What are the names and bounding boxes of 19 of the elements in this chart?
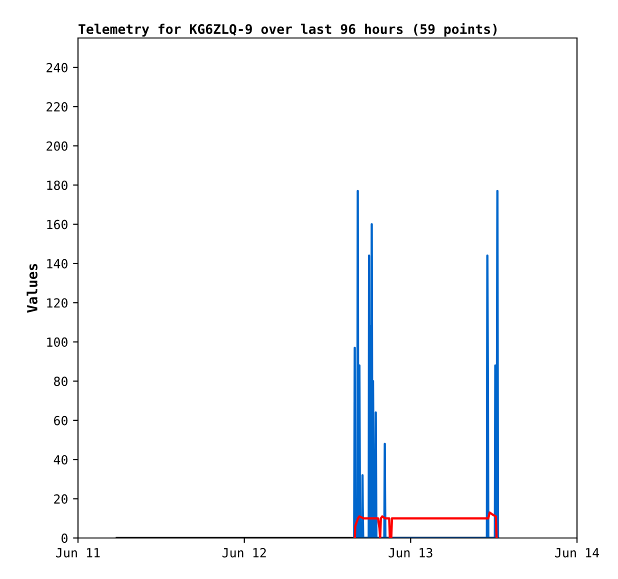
y-tick-label: 200 [46, 141, 68, 151]
y-tick-label: 120 [47, 298, 68, 308]
x-tick-label: Jun 13 [388, 548, 432, 558]
chart-title: Telemetry for KG6ZLQ-9 over last 96 hours (59 points) [78, 23, 497, 37]
x-tick-label: Jun 12 [222, 548, 266, 558]
y-tick-label: 100 [47, 337, 68, 347]
x-tick-label: Jun 11 [56, 548, 100, 558]
y-tick-label: 80 [54, 376, 68, 386]
y-tick-label: 180 [47, 180, 68, 190]
y-tick-label: 140 [47, 258, 68, 268]
y-tick-label: 240 [46, 62, 68, 72]
y-tick-label: 220 [46, 102, 68, 112]
y-tick-label: 0 [62, 534, 68, 543]
y-tick-label: 40 [54, 455, 68, 465]
x-tick-label: Jun 14 [555, 548, 599, 558]
y-tick-label: 160 [47, 220, 68, 230]
y-axis-title: Values [26, 264, 38, 313]
y-tick-label: 20 [54, 494, 68, 504]
y-tick-label: 60 [54, 416, 68, 426]
